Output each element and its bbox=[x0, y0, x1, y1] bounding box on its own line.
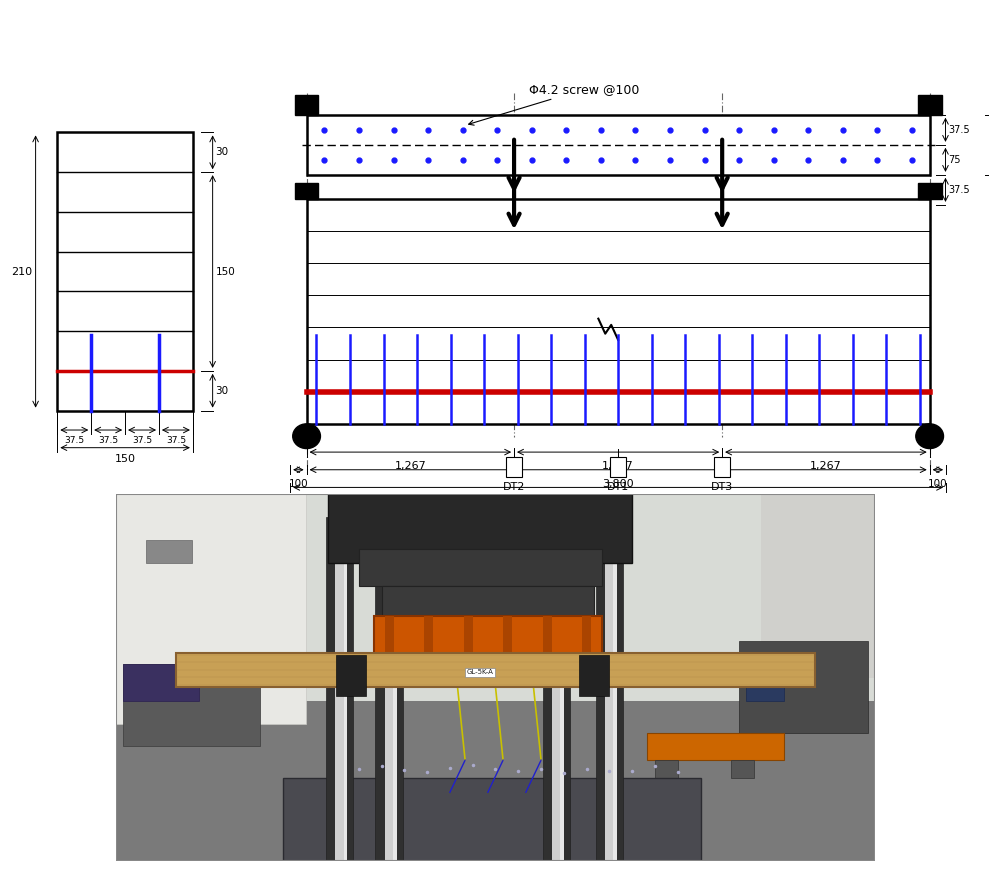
Text: DT2: DT2 bbox=[502, 482, 525, 492]
Bar bbox=[376, 517, 403, 861]
Text: 75: 75 bbox=[948, 155, 961, 165]
Bar bbox=[336, 655, 366, 696]
Text: 30: 30 bbox=[216, 147, 228, 157]
Bar bbox=[918, 95, 942, 115]
Text: 150: 150 bbox=[216, 267, 235, 276]
Bar bbox=[605, 517, 614, 861]
Text: 1,267: 1,267 bbox=[602, 461, 634, 471]
Text: 37.5: 37.5 bbox=[166, 436, 186, 445]
Bar bbox=[762, 494, 875, 678]
Bar bbox=[382, 586, 594, 618]
Bar bbox=[424, 615, 433, 655]
Bar bbox=[613, 517, 617, 861]
Text: DT3: DT3 bbox=[711, 482, 733, 492]
Bar bbox=[295, 95, 318, 115]
Bar bbox=[464, 615, 473, 655]
Bar bbox=[295, 183, 318, 199]
Bar bbox=[328, 494, 632, 563]
Text: 30: 30 bbox=[216, 386, 228, 396]
Circle shape bbox=[293, 424, 320, 449]
Text: 3,800: 3,800 bbox=[602, 479, 634, 488]
Bar bbox=[543, 615, 552, 655]
Bar bbox=[343, 517, 347, 861]
Bar bbox=[57, 132, 193, 411]
Circle shape bbox=[916, 424, 944, 449]
Bar bbox=[335, 517, 344, 861]
Bar bbox=[503, 615, 512, 655]
Bar bbox=[283, 779, 700, 861]
Bar bbox=[918, 183, 942, 199]
Bar bbox=[146, 540, 192, 563]
Text: 37.5: 37.5 bbox=[948, 125, 970, 135]
Bar bbox=[393, 517, 397, 861]
Bar bbox=[116, 494, 306, 723]
Text: 100: 100 bbox=[928, 479, 947, 488]
Bar bbox=[552, 517, 561, 861]
Bar bbox=[731, 760, 754, 779]
Text: 1,267: 1,267 bbox=[810, 461, 842, 471]
Text: GL-5K-A: GL-5K-A bbox=[467, 669, 494, 675]
Bar bbox=[116, 494, 875, 700]
Bar bbox=[746, 673, 784, 700]
Bar bbox=[307, 115, 930, 175]
Bar bbox=[560, 517, 564, 861]
Text: Φ4.2 screw @100: Φ4.2 screw @100 bbox=[469, 83, 640, 125]
Text: 37.5: 37.5 bbox=[98, 436, 119, 445]
Bar bbox=[648, 733, 784, 760]
Bar bbox=[543, 517, 570, 861]
Bar bbox=[307, 199, 930, 424]
Bar bbox=[359, 549, 602, 586]
Text: 4,000: 4,000 bbox=[602, 496, 634, 506]
Bar bbox=[579, 655, 609, 696]
Bar bbox=[116, 700, 875, 861]
Text: 37.5: 37.5 bbox=[948, 185, 970, 195]
Bar bbox=[385, 517, 394, 861]
Text: 1,267: 1,267 bbox=[395, 461, 426, 471]
Bar bbox=[124, 664, 199, 700]
Text: 37.5: 37.5 bbox=[64, 436, 84, 445]
Text: 100: 100 bbox=[289, 479, 309, 488]
Bar bbox=[506, 457, 522, 477]
Bar bbox=[655, 760, 677, 779]
Bar bbox=[124, 664, 260, 746]
Bar bbox=[385, 615, 394, 655]
Bar bbox=[595, 517, 623, 861]
Bar bbox=[583, 615, 591, 655]
Text: 150: 150 bbox=[115, 454, 135, 464]
Bar bbox=[326, 517, 353, 861]
Text: 210: 210 bbox=[12, 267, 33, 276]
Text: 37.5: 37.5 bbox=[132, 436, 152, 445]
Bar bbox=[610, 457, 626, 477]
Bar bbox=[714, 457, 730, 477]
Bar bbox=[739, 641, 867, 733]
Bar bbox=[176, 653, 815, 687]
Bar bbox=[374, 615, 602, 655]
Text: DT1: DT1 bbox=[607, 482, 629, 492]
